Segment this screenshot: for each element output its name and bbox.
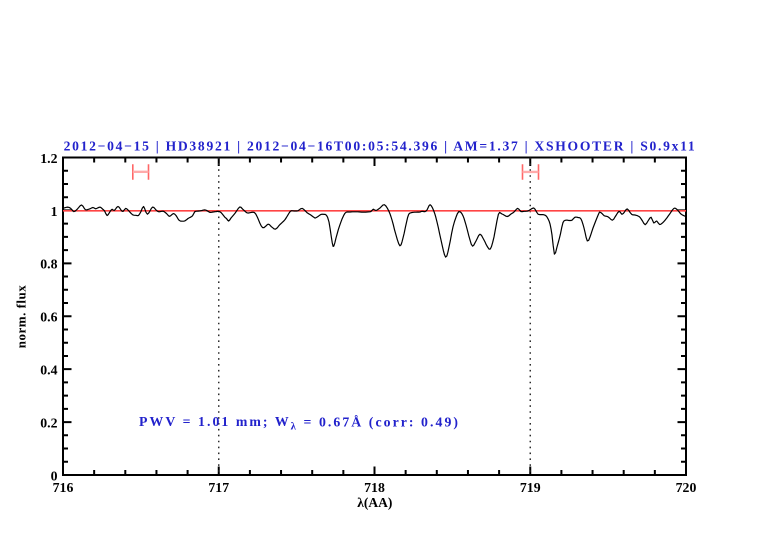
svg-text:norm. flux: norm. flux xyxy=(14,285,29,349)
svg-text:1.2: 1.2 xyxy=(40,151,57,166)
svg-text:0: 0 xyxy=(51,468,58,483)
svg-text:1: 1 xyxy=(51,204,58,219)
svg-text:0.4: 0.4 xyxy=(40,363,57,378)
svg-text:716: 716 xyxy=(53,480,74,495)
svg-text:λ(AA): λ(AA) xyxy=(357,495,392,510)
svg-text:719: 719 xyxy=(520,480,541,495)
svg-text:0.8: 0.8 xyxy=(40,257,57,272)
svg-text:PWV = 1.01 mm; Wλ = 0.67Å (cor: PWV = 1.01 mm; Wλ = 0.67Å (corr: 0.49) xyxy=(139,414,460,433)
svg-text:720: 720 xyxy=(676,480,697,495)
svg-text:2012−04−15 | HD38921 | 2012−04: 2012−04−15 | HD38921 | 2012−04−16T00:05:… xyxy=(64,139,697,154)
svg-text:718: 718 xyxy=(364,480,385,495)
svg-text:0.2: 0.2 xyxy=(40,415,57,430)
svg-text:0.6: 0.6 xyxy=(40,310,57,325)
svg-text:717: 717 xyxy=(208,480,229,495)
